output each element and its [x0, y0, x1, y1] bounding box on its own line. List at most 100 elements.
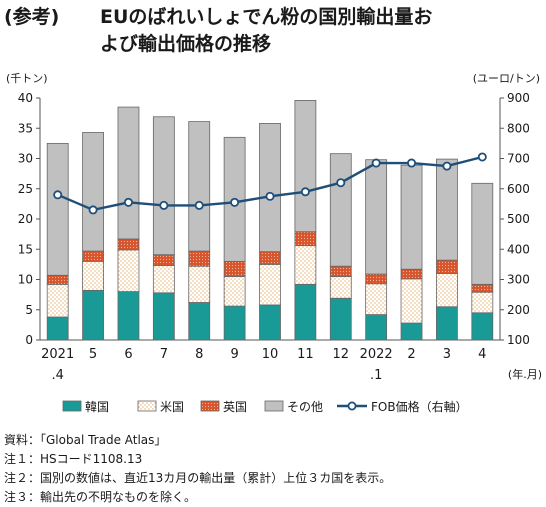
- y2-tick-label: 800: [507, 121, 530, 135]
- legend-swatch-1: [137, 400, 157, 412]
- x-tick-label: 2: [407, 347, 415, 362]
- legend-label-3: その他: [287, 400, 323, 414]
- x-tick-label: 3: [443, 347, 451, 362]
- legend-label-1: 米国: [160, 400, 184, 414]
- fob-price-point-12: [477, 152, 487, 162]
- bar-0-7: [294, 283, 317, 341]
- bar-0-11: [436, 306, 458, 341]
- bar-3-6: [259, 123, 281, 253]
- bar-2-0: [46, 274, 69, 285]
- x-tick-label: 2022: [360, 347, 393, 362]
- bar-2-10: [400, 268, 423, 280]
- bar-3-7: [294, 100, 317, 233]
- y-tick-label: 15: [18, 242, 33, 256]
- legend-label-2: 英国: [223, 400, 247, 414]
- bar-1-0: [46, 283, 69, 318]
- bar-1-1: [82, 260, 104, 291]
- bar-3-1: [82, 132, 104, 252]
- fob-price-point-6: [265, 191, 275, 201]
- x-tick-label: 2021: [41, 347, 74, 362]
- note-3: 注３：輸出先の不明なものを除く。: [4, 490, 197, 504]
- fob-price-point-10: [407, 158, 417, 168]
- fob-price-point-0: [53, 190, 63, 200]
- x-tick-label: 7: [160, 347, 168, 362]
- bar-2-9: [365, 273, 388, 285]
- y2-tick-label: 100: [507, 333, 530, 347]
- title-tag: (参考): [4, 6, 60, 28]
- legend-swatch-2: [200, 400, 220, 412]
- legend-marker-4: [347, 401, 357, 411]
- chart-title: (参考) EUのばれいしょでん粉の国別輸出量お よび輸出価格の推移: [4, 4, 544, 58]
- notes: 資料：「Global Trade Atlas」 注１：HSコード1108.13 …: [4, 431, 391, 507]
- x-tick-label: 12: [332, 347, 349, 362]
- bar-3-3: [152, 116, 175, 256]
- y-tick-label: 40: [18, 91, 33, 105]
- y-tick-label: 10: [18, 273, 33, 287]
- bar-3-8: [329, 153, 352, 267]
- bar-1-4: [188, 265, 211, 303]
- bar-2-7: [294, 231, 317, 247]
- y-tick-label: 20: [18, 212, 33, 226]
- bar-2-2: [117, 238, 140, 251]
- bar-3-2: [117, 106, 140, 240]
- legend-label-0: 韓国: [85, 400, 109, 414]
- y-tick-label: 5: [25, 303, 33, 317]
- title-line-1: EUのばれいしょでん粉の国別輸出量お: [100, 6, 433, 28]
- bar-1-2: [117, 249, 140, 292]
- x-tick-label: 8: [195, 347, 203, 362]
- legend-swatch-0: [62, 400, 82, 412]
- bar-0-6: [259, 304, 281, 341]
- bar-2-6: [259, 251, 281, 265]
- note-source: 資料：「Global Trade Atlas」: [4, 433, 167, 447]
- bar-3-12: [471, 182, 494, 285]
- x-tick-label: 10: [262, 347, 279, 362]
- x-tick-label: 5: [89, 347, 97, 362]
- fob-price-point-1: [88, 205, 98, 215]
- x-tick-label: 9: [230, 347, 238, 362]
- fob-price-point-3: [159, 200, 169, 210]
- bar-0-1: [82, 289, 104, 341]
- bar-1-8: [329, 276, 352, 299]
- bar-2-4: [188, 250, 211, 267]
- bar-3-4: [188, 121, 211, 252]
- bar-0-0: [46, 316, 69, 341]
- y2-tick-label: 900: [507, 91, 530, 105]
- bar-1-9: [365, 283, 388, 315]
- x-axis-label: (年.月): [508, 367, 542, 381]
- fob-price-point-2: [123, 197, 133, 207]
- fob-price-point-8: [336, 178, 346, 188]
- bar-0-12: [471, 312, 494, 341]
- y-tick-label: 25: [18, 182, 33, 196]
- bar-0-9: [365, 314, 388, 341]
- title-line-2: よび輸出価格の推移: [100, 33, 272, 55]
- y2-tick-label: 400: [507, 242, 530, 256]
- bar-3-10: [400, 164, 423, 270]
- bar-3-0: [46, 142, 69, 276]
- x-tick-label: .4: [51, 368, 63, 383]
- fob-price-point-5: [230, 197, 240, 207]
- bar-1-10: [400, 278, 423, 324]
- bar-3-9: [365, 159, 388, 275]
- legend-label-4: FOB価格（右軸）: [371, 399, 468, 414]
- y-tick-label: 0: [25, 333, 33, 347]
- plot-area: (千トン) (ユーロ/トン)051015202530354010020030040…: [6, 72, 542, 414]
- y2-axis-label: (ユーロ/トン): [473, 72, 540, 85]
- bar-1-11: [436, 273, 458, 308]
- bar-0-8: [329, 297, 352, 341]
- chart-svg: (千トン) (ユーロ/トン)051015202530354010020030040…: [6, 72, 542, 414]
- bar-2-1: [82, 250, 104, 262]
- bar-2-11: [436, 259, 458, 274]
- x-tick-label: .1: [370, 368, 382, 383]
- y2-tick-label: 500: [507, 212, 530, 226]
- bar-1-7: [294, 245, 317, 285]
- bar-0-3: [152, 292, 175, 341]
- y-tick-label: 30: [18, 152, 33, 166]
- fob-price-point-9: [371, 158, 381, 168]
- y-tick-label: 35: [18, 121, 33, 135]
- note-2: 注２：国別の数値は、直近13カ月の輸出量（累計）上位３カ国を表示。: [4, 471, 392, 485]
- y-axis-label: (千トン): [6, 72, 48, 85]
- bar-2-3: [152, 254, 175, 266]
- x-tick-label: 11: [297, 347, 314, 362]
- bar-0-10: [400, 322, 423, 341]
- bar-1-6: [259, 263, 281, 306]
